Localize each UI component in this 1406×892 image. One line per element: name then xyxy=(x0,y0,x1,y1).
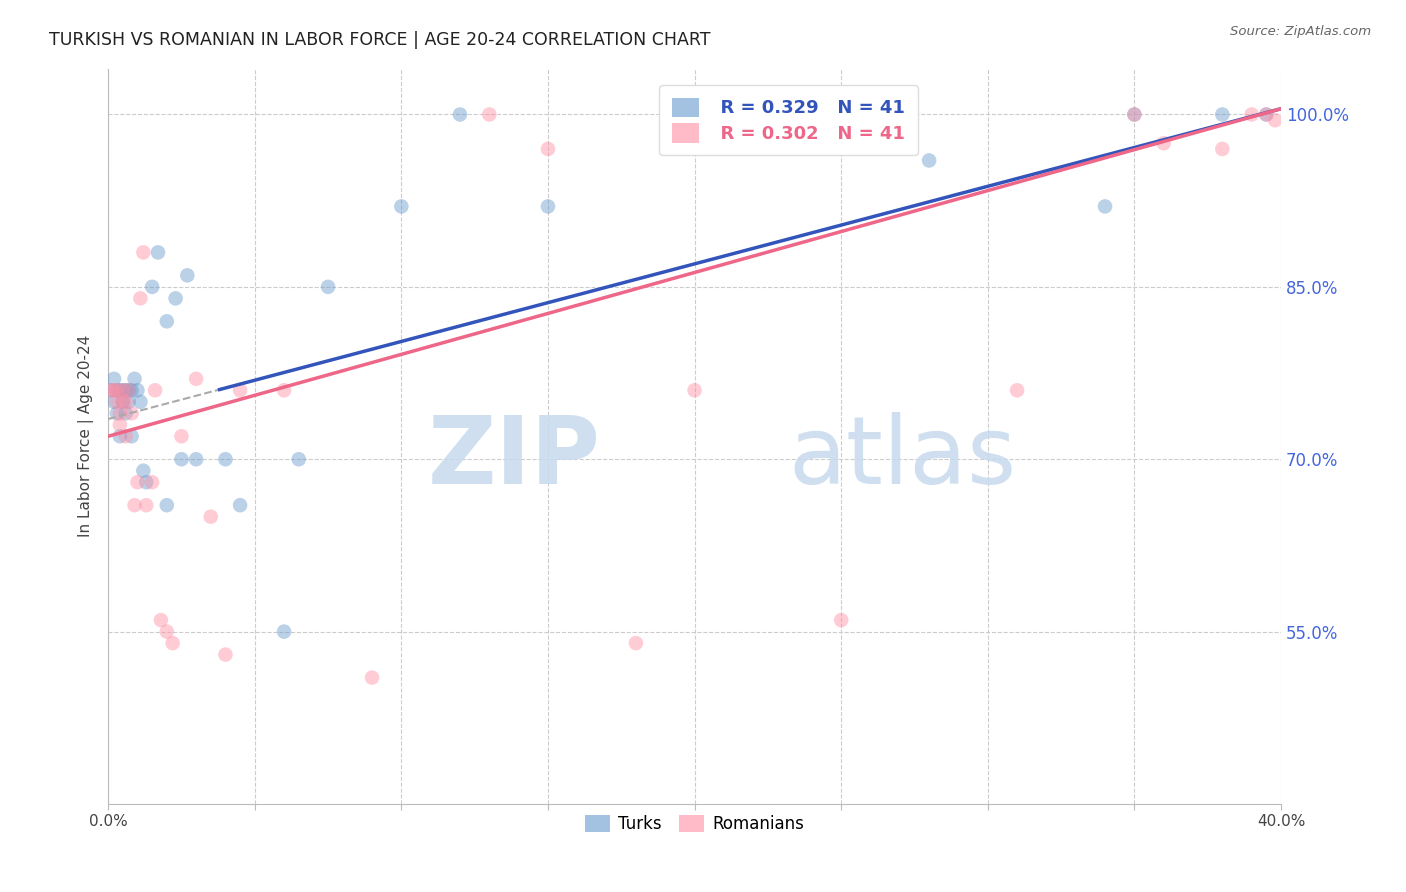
Turks xyxy=(170,452,193,467)
Romanians xyxy=(156,624,179,639)
Turks xyxy=(105,406,128,420)
Romanians xyxy=(132,245,155,260)
Romanians xyxy=(141,475,163,490)
Turks xyxy=(156,498,179,512)
Romanians xyxy=(149,613,172,627)
Romanians xyxy=(162,636,184,650)
Romanians xyxy=(200,509,222,524)
Turks xyxy=(1256,107,1278,121)
Text: TURKISH VS ROMANIAN IN LABOR FORCE | AGE 20-24 CORRELATION CHART: TURKISH VS ROMANIAN IN LABOR FORCE | AGE… xyxy=(49,31,710,49)
Turks xyxy=(316,280,339,294)
Romanians xyxy=(105,394,128,409)
Romanians xyxy=(537,142,560,156)
Turks xyxy=(103,394,125,409)
Romanians xyxy=(127,475,149,490)
Romanians xyxy=(129,291,152,305)
Romanians xyxy=(143,384,166,398)
Turks xyxy=(124,372,146,386)
Turks xyxy=(114,406,136,420)
Turks xyxy=(111,384,134,398)
Romanians xyxy=(170,429,193,443)
Turks xyxy=(273,624,295,639)
Text: ZIP: ZIP xyxy=(427,412,600,504)
Turks xyxy=(141,280,163,294)
Turks xyxy=(103,372,125,386)
Turks xyxy=(287,452,309,467)
Turks xyxy=(121,429,143,443)
Turks xyxy=(165,291,187,305)
Romanians xyxy=(124,498,146,512)
Turks xyxy=(214,452,236,467)
Turks xyxy=(229,498,252,512)
Legend: Turks, Romanians: Turks, Romanians xyxy=(578,808,811,839)
Turks xyxy=(449,107,471,121)
Turks xyxy=(135,475,157,490)
Romanians xyxy=(1005,384,1028,398)
Turks xyxy=(100,384,122,398)
Turks xyxy=(118,394,141,409)
Turks xyxy=(118,384,141,398)
Romanians xyxy=(111,394,134,409)
Turks xyxy=(537,199,560,213)
Text: atlas: atlas xyxy=(789,412,1017,504)
Turks xyxy=(389,199,412,213)
Romanians xyxy=(229,384,252,398)
Turks xyxy=(184,452,207,467)
Romanians xyxy=(361,671,384,685)
Romanians xyxy=(1153,136,1175,151)
Romanians xyxy=(624,636,647,650)
Turks xyxy=(176,268,198,283)
Turks xyxy=(129,394,152,409)
Romanians xyxy=(1264,113,1286,128)
Romanians xyxy=(683,384,706,398)
Turks xyxy=(918,153,941,168)
Romanians xyxy=(114,394,136,409)
Romanians xyxy=(135,498,157,512)
Romanians xyxy=(114,429,136,443)
Romanians xyxy=(111,384,134,398)
Turks xyxy=(108,429,131,443)
Turks xyxy=(132,464,155,478)
Turks xyxy=(127,384,149,398)
Romanians xyxy=(478,107,501,121)
Turks xyxy=(108,384,131,398)
Turks xyxy=(1094,199,1116,213)
Turks xyxy=(146,245,169,260)
Romanians xyxy=(121,406,143,420)
Romanians xyxy=(105,384,128,398)
Turks xyxy=(105,384,128,398)
Turks xyxy=(1211,107,1233,121)
Turks xyxy=(111,394,134,409)
Romanians xyxy=(830,613,852,627)
Romanians xyxy=(1240,107,1263,121)
Turks xyxy=(1123,107,1146,121)
Romanians xyxy=(1256,107,1278,121)
Romanians xyxy=(100,384,122,398)
Turks xyxy=(114,384,136,398)
Romanians xyxy=(273,384,295,398)
Romanians xyxy=(108,406,131,420)
Turks xyxy=(156,314,179,328)
Romanians xyxy=(108,417,131,432)
Romanians xyxy=(103,384,125,398)
Y-axis label: In Labor Force | Age 20-24: In Labor Force | Age 20-24 xyxy=(79,335,94,537)
Romanians xyxy=(1123,107,1146,121)
Romanians xyxy=(214,648,236,662)
Turks xyxy=(121,384,143,398)
Text: Source: ZipAtlas.com: Source: ZipAtlas.com xyxy=(1230,25,1371,38)
Romanians xyxy=(184,372,207,386)
Romanians xyxy=(118,384,141,398)
Romanians xyxy=(1211,142,1233,156)
